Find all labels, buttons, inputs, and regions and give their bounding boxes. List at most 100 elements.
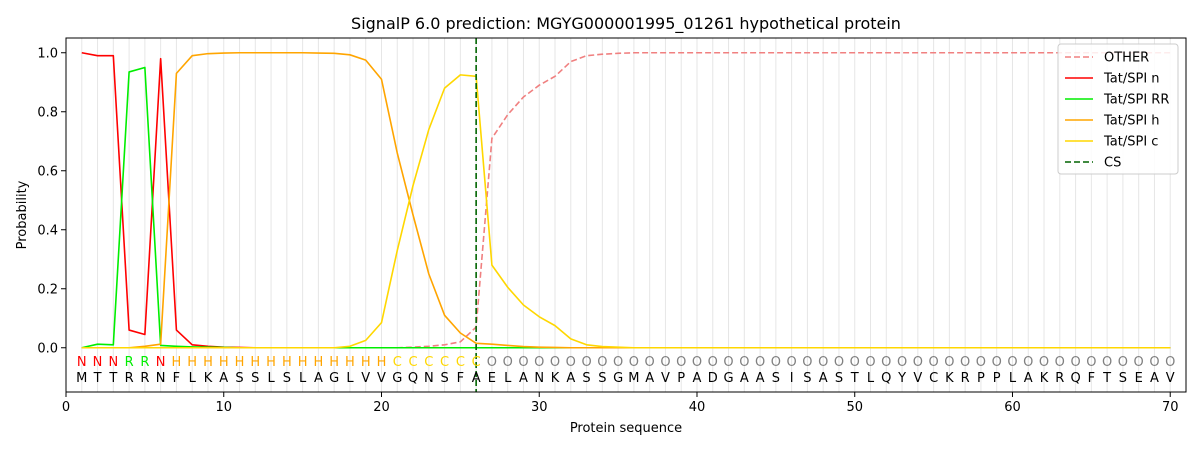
region-label: O — [645, 355, 655, 370]
residue-letter: P — [677, 371, 685, 386]
sequence-annotation: NMNTNTRRRRNNHFHLHKHAHSHSHLHSHLHAHGHLHVHV… — [76, 355, 1175, 386]
region-label: O — [518, 355, 528, 370]
residue-letter: A — [740, 371, 749, 386]
residue-letter: F — [173, 371, 180, 386]
region-label: O — [1023, 355, 1033, 370]
residue-letter: R — [125, 371, 134, 386]
residue-letter: S — [283, 371, 291, 386]
residue-letter: C — [929, 371, 938, 386]
region-label: N — [156, 355, 166, 370]
residue-letter: F — [1088, 371, 1095, 386]
region-label: O — [1070, 355, 1080, 370]
region-label: O — [487, 355, 497, 370]
region-label: O — [771, 355, 781, 370]
x-tick-label: 10 — [215, 400, 232, 415]
residue-letter: P — [977, 371, 985, 386]
series-line-tat-spi-h — [81, 51, 1171, 349]
residue-letter: L — [346, 371, 354, 386]
region-label: O — [660, 355, 670, 370]
region-label: C — [472, 355, 481, 370]
residue-letter: A — [756, 371, 765, 386]
x-tick-label: 30 — [531, 400, 548, 415]
residue-letter: A — [566, 371, 575, 386]
region-label: H — [172, 355, 182, 370]
region-label: O — [897, 355, 907, 370]
region-label: C — [409, 355, 418, 370]
x-tick-label: 60 — [1004, 400, 1021, 415]
residue-letter: T — [1102, 371, 1111, 386]
region-label: O — [739, 355, 749, 370]
residue-letter: S — [440, 371, 448, 386]
residue-letter: N — [534, 371, 544, 386]
region-label: O — [928, 355, 938, 370]
region-label: N — [93, 355, 103, 370]
residue-letter: Q — [408, 371, 418, 386]
region-label: O — [1055, 355, 1065, 370]
plot-frame — [65, 37, 1187, 393]
residue-letter: A — [1150, 371, 1159, 386]
legend-label: CS — [1104, 156, 1121, 171]
residue-letter: V — [377, 371, 386, 386]
series-line-tat-spi-n — [81, 51, 1171, 349]
region-label: O — [1102, 355, 1112, 370]
residue-letter: G — [392, 371, 402, 386]
residue-letter: Q — [1070, 371, 1080, 386]
y-tick-label: 0.4 — [37, 223, 58, 238]
chart-title: SignalP 6.0 prediction: MGYG000001995_01… — [351, 14, 901, 34]
legend-label: Tat/SPI RR — [1103, 93, 1169, 108]
x-tick-label: 20 — [373, 400, 390, 415]
region-label: C — [440, 355, 449, 370]
region-label: H — [266, 355, 276, 370]
region-label: H — [298, 355, 308, 370]
region-label: O — [692, 355, 702, 370]
region-label: O — [818, 355, 828, 370]
residue-letter: V — [361, 371, 370, 386]
legend-label: Tat/SPI c — [1103, 135, 1158, 150]
region-label: O — [944, 355, 954, 370]
region-label: R — [140, 355, 149, 370]
region-label: O — [597, 355, 607, 370]
residue-letter: V — [1166, 371, 1175, 386]
residue-letter: L — [1009, 371, 1017, 386]
region-label: O — [1086, 355, 1096, 370]
region-label: H — [377, 355, 387, 370]
region-label: H — [250, 355, 260, 370]
region-label: O — [802, 355, 812, 370]
residue-letter: N — [424, 371, 434, 386]
y-axis-title: Probability — [15, 180, 30, 249]
residue-letter: S — [251, 371, 259, 386]
region-label: C — [393, 355, 402, 370]
region-label: H — [345, 355, 355, 370]
x-axis: 0 10 20 30 40 50 60 70 — [62, 392, 1179, 415]
residue-letter: E — [488, 371, 496, 386]
residue-letter: A — [314, 371, 323, 386]
series-line-tat-spi-c — [81, 74, 1171, 349]
x-tick-label: 70 — [1162, 400, 1179, 415]
series-line-other — [81, 51, 1171, 349]
region-label: O — [1134, 355, 1144, 370]
region-label: H — [219, 355, 229, 370]
residue-letter: L — [504, 371, 512, 386]
region-label: O — [1118, 355, 1128, 370]
y-tick-label: 0.2 — [37, 282, 58, 297]
region-label: O — [629, 355, 639, 370]
region-label: O — [834, 355, 844, 370]
region-label: O — [960, 355, 970, 370]
legend-label: Tat/SPI h — [1103, 114, 1160, 129]
residue-letter: L — [299, 371, 307, 386]
residue-letter: V — [913, 371, 922, 386]
y-tick-label: 1.0 — [37, 46, 58, 61]
region-label: O — [787, 355, 797, 370]
x-tick-label: 50 — [846, 400, 863, 415]
y-tick-label: 0.0 — [37, 341, 58, 356]
legend-label: OTHER — [1104, 51, 1149, 66]
residue-letter: V — [661, 371, 670, 386]
residue-letter: A — [645, 371, 654, 386]
residue-letter: N — [156, 371, 166, 386]
residue-letter: R — [961, 371, 970, 386]
region-label: C — [424, 355, 433, 370]
region-label: H — [314, 355, 324, 370]
region-label: N — [77, 355, 87, 370]
residue-letter: S — [803, 371, 811, 386]
region-label: O — [1149, 355, 1159, 370]
